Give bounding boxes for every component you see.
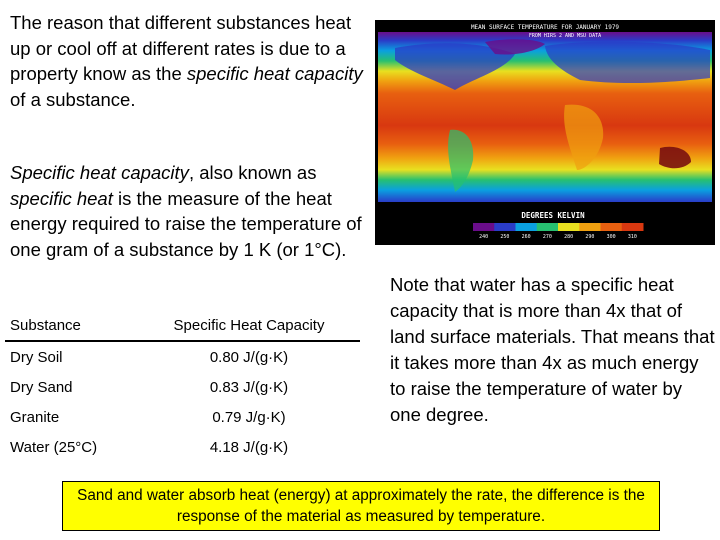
cell-value: 0.83 J/(g·K): [209, 378, 289, 396]
water-note: Note that water has a specific heat capa…: [390, 274, 715, 425]
specific-heat-table: Substance Specific Heat Capacity Dry Soi…: [5, 310, 360, 462]
scale-tick-label: 280: [564, 234, 573, 240]
table-row: Water (25°C) 4.18 J/(g·K): [5, 432, 360, 462]
intro-p1-before: The reason that different substances hea…: [10, 12, 352, 85]
table-row: Granite 0.79 J/g·K): [5, 402, 360, 432]
intro-paragraph-2: Specific heat capacity, also known as sp…: [10, 160, 370, 262]
australia-shape: [659, 146, 691, 169]
scale-band: [494, 223, 516, 231]
scale-band: [473, 223, 495, 231]
cell-substance: Dry Soil: [10, 348, 63, 366]
map-subtitle: FROM HIRS 2 AND MSU DATA: [529, 33, 601, 39]
intro-p1-emphasis: specific heat capacity: [186, 63, 363, 85]
north-america-shape: [395, 43, 515, 90]
cell-value: 0.79 J/g·K): [212, 408, 286, 426]
intro-p2-after: is the measure of the heat energy requir…: [10, 187, 362, 260]
table-row: Dry Sand 0.83 J/(g·K): [5, 372, 360, 402]
africa-shape: [564, 104, 604, 170]
table-header-row: Substance Specific Heat Capacity: [5, 310, 360, 342]
scale-tick-label: 250: [500, 234, 509, 240]
scale-band: [579, 223, 601, 231]
scale-tick-label: 310: [628, 234, 637, 240]
map-title: MEAN SURFACE TEMPERATURE FOR JANUARY 197…: [471, 24, 619, 31]
scale-tick-label: 290: [585, 234, 594, 240]
scale-band: [536, 223, 559, 231]
intro-p2-emphasis-2: specific heat: [10, 187, 113, 209]
intro-p1-after: of a substance.: [10, 88, 136, 110]
scale-tick-label: 260: [522, 234, 531, 240]
color-scale: [473, 223, 644, 231]
temperature-map-svg: MEAN SURFACE TEMPERATURE FOR JANUARY 197…: [375, 20, 715, 245]
south-america-shape: [448, 129, 474, 192]
intro-p2-emphasis-1: Specific heat capacity: [10, 162, 189, 183]
cell-substance: Dry Sand: [10, 378, 73, 396]
eurasia-shape: [545, 41, 710, 84]
intro-paragraph-1: The reason that different substances hea…: [10, 10, 370, 112]
scale-band: [558, 223, 580, 231]
greenland-shape: [485, 39, 545, 55]
scale-band: [515, 223, 538, 231]
cell-value: 0.80 J/(g·K): [209, 348, 289, 366]
scale-tick-label: 270: [543, 234, 552, 240]
intro-p2-mid: , also known as: [188, 162, 317, 183]
header-substance: Substance: [5, 310, 138, 342]
table-row: Dry Soil 0.80 J/(g·K): [5, 341, 360, 372]
scale-label: DEGREES KELVIN: [521, 211, 585, 220]
cell-substance: Water (25°C): [10, 438, 98, 456]
cell-substance: Granite: [10, 408, 60, 426]
cell-value: 4.18 J/(g·K): [209, 438, 289, 456]
scale-ticks: 240 250 260 270 280 290 300 310: [479, 234, 637, 240]
scale-tick-label: 300: [607, 234, 616, 240]
scale-band: [621, 223, 644, 231]
scale-band: [600, 223, 623, 231]
temperature-map-figure: MEAN SURFACE TEMPERATURE FOR JANUARY 197…: [375, 20, 715, 245]
header-specific-heat: Specific Heat Capacity: [138, 310, 360, 342]
scale-tick-label: 240: [479, 234, 488, 240]
summary-banner: Sand and water absorb heat (energy) at a…: [62, 481, 660, 531]
